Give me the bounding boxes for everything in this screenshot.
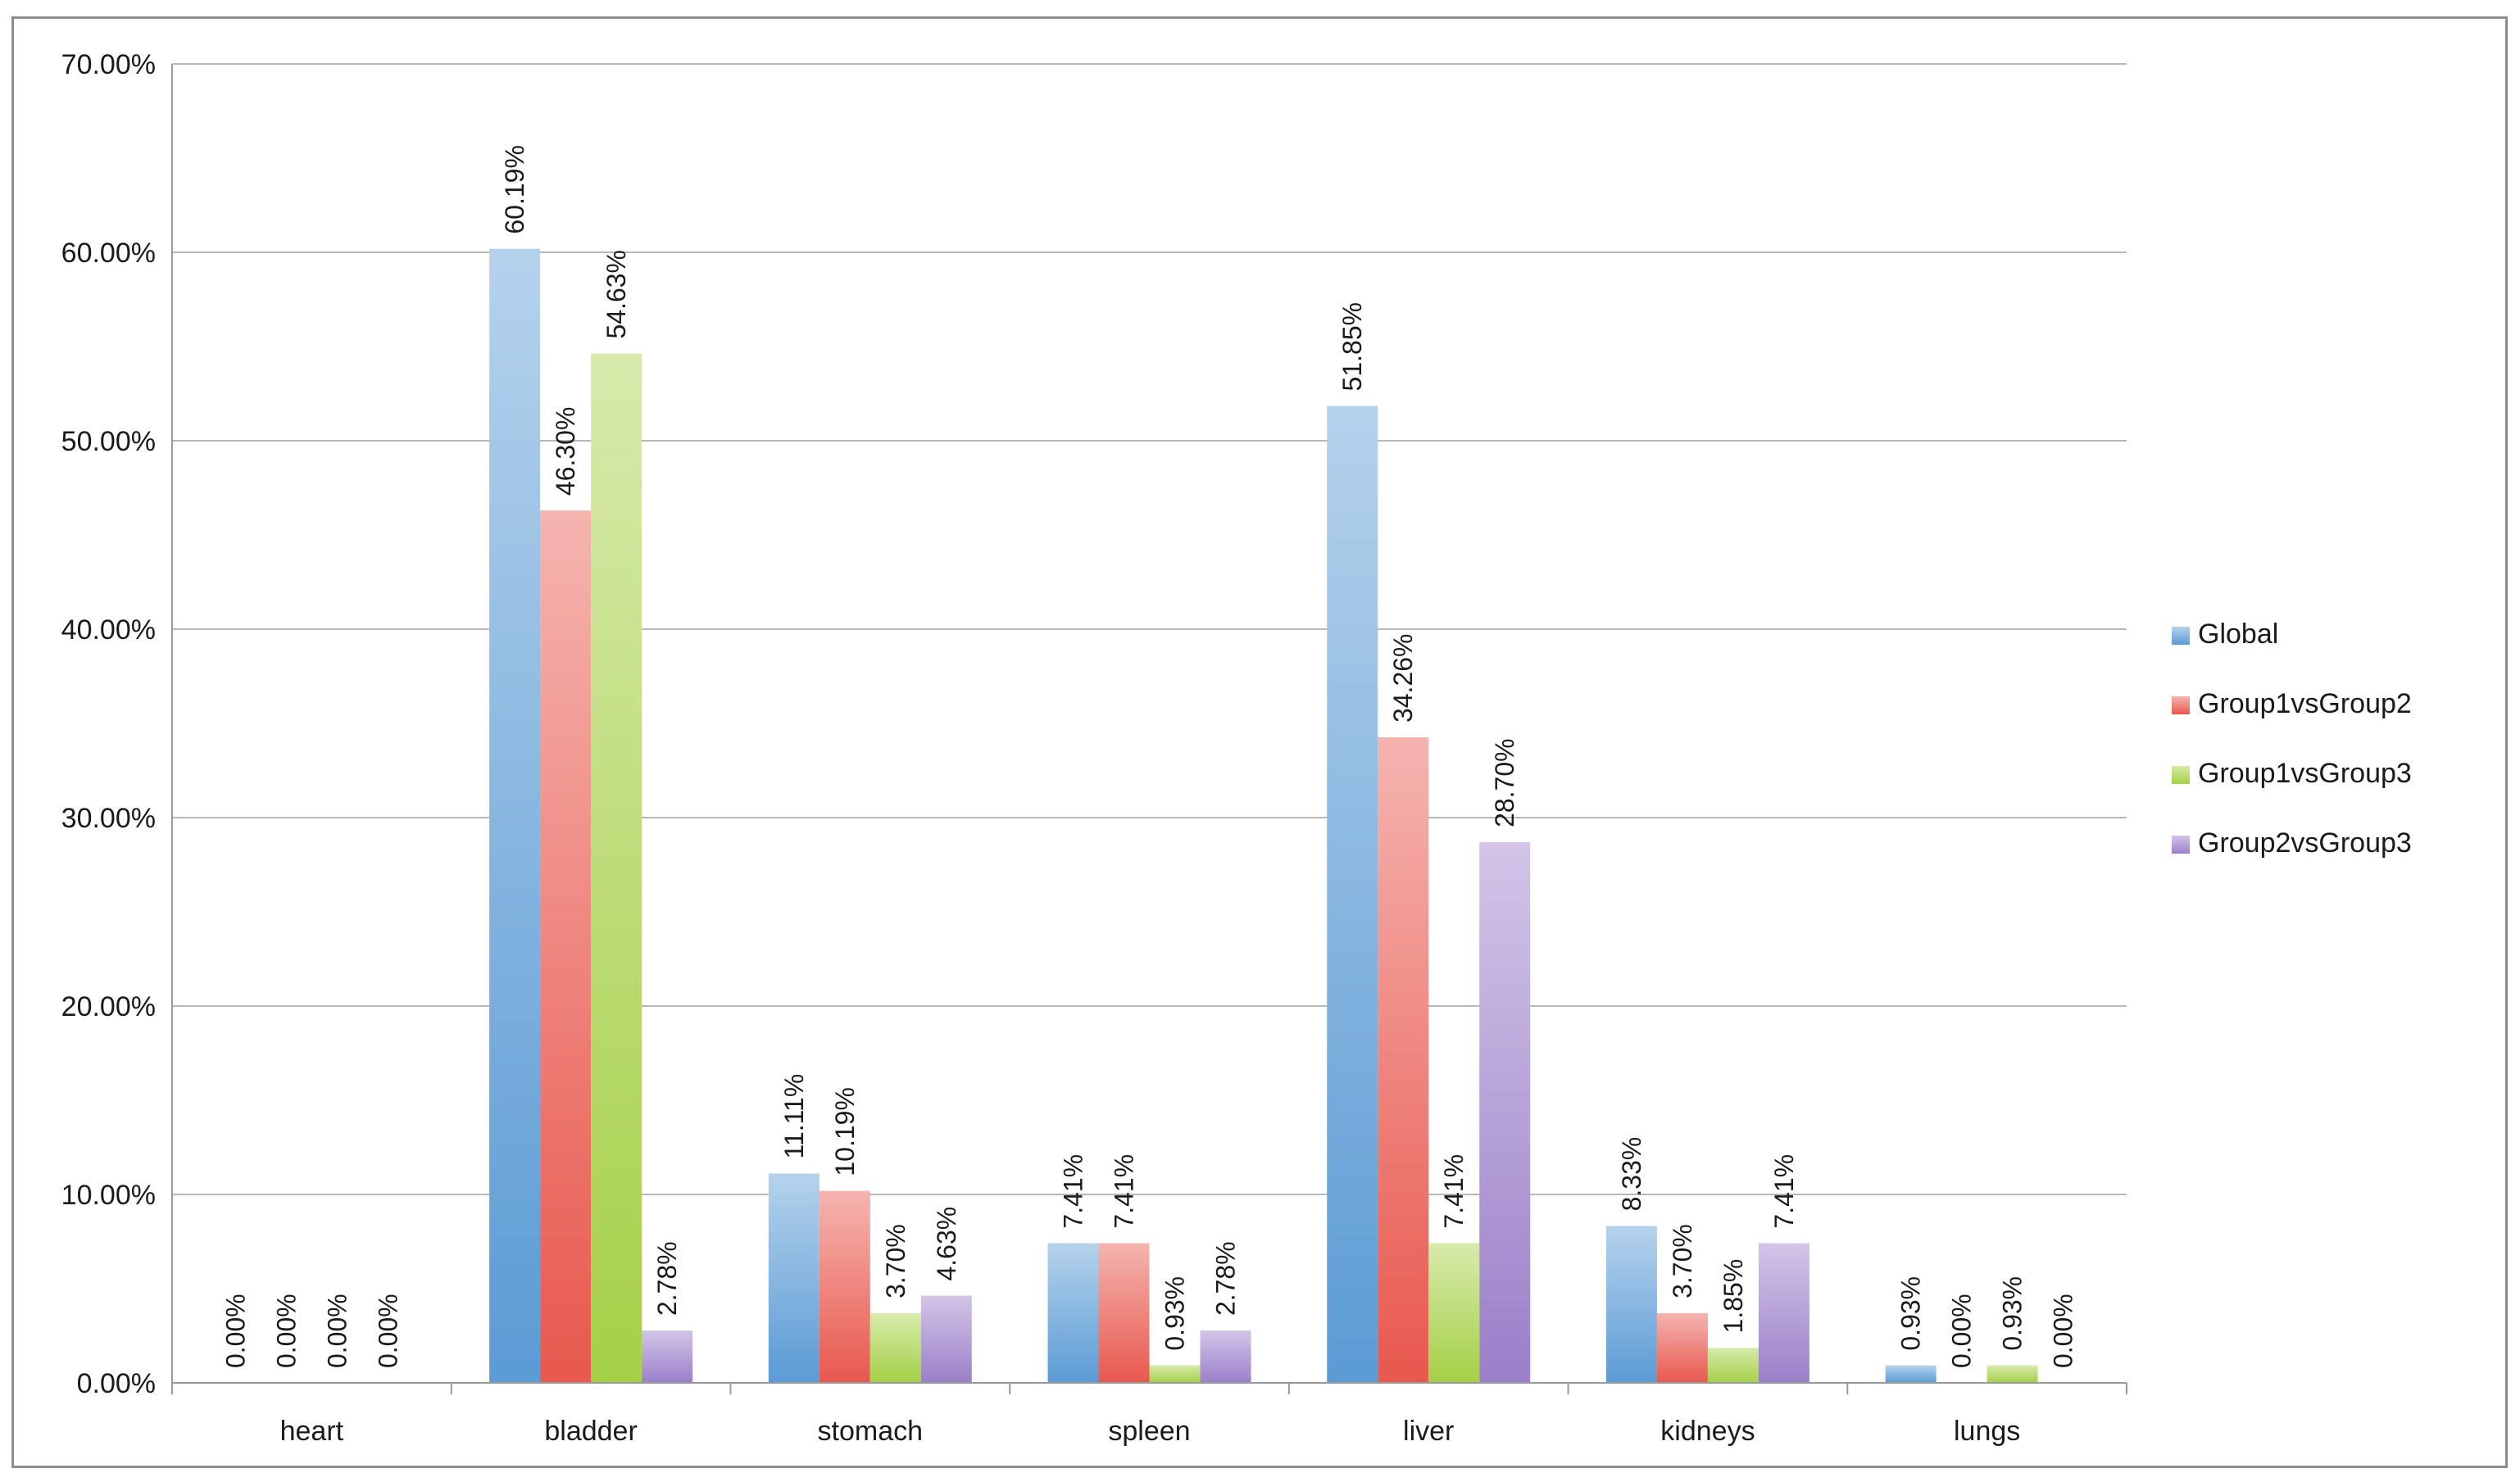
bar: [1605, 1226, 1657, 1383]
bar: [1327, 406, 1378, 1384]
bar: [489, 248, 541, 1383]
bar: [1200, 1330, 1251, 1383]
data-label: 1.85%: [1719, 1259, 1748, 1334]
data-label: 54.63%: [602, 250, 631, 339]
bars: [489, 248, 2038, 1384]
data-label: 10.19%: [830, 1087, 860, 1176]
y-tick-label: 40.00%: [61, 614, 156, 646]
bar: [1707, 1348, 1759, 1383]
legend-label: Group1vsGroup2: [2198, 688, 2412, 719]
data-label: 7.41%: [1110, 1154, 1139, 1229]
bar: [1885, 1365, 1937, 1383]
data-label: 51.85%: [1337, 302, 1367, 392]
legend-swatch: [2172, 836, 2190, 854]
data-label: 0.00%: [220, 1294, 250, 1368]
bar: [819, 1190, 870, 1383]
bar: [1047, 1243, 1099, 1383]
data-label: 0.00%: [1947, 1294, 1977, 1368]
data-label: 3.70%: [1668, 1224, 1697, 1298]
data-label: 0.93%: [1896, 1276, 1926, 1351]
data-label: 0.00%: [373, 1294, 402, 1368]
bar: [920, 1295, 972, 1383]
data-label: 2.78%: [1211, 1241, 1241, 1316]
data-label: 7.41%: [1059, 1154, 1088, 1229]
bar: [1656, 1312, 1708, 1383]
legend-swatch: [2172, 766, 2190, 784]
bar: [1428, 1243, 1480, 1383]
data-label: 46.30%: [551, 407, 580, 496]
bar: [1378, 737, 1429, 1383]
data-label: 11.11%: [779, 1074, 809, 1159]
legend-label: Group2vsGroup3: [2198, 827, 2412, 859]
data-label: 7.41%: [1769, 1154, 1799, 1229]
y-tick-label: 0.00%: [77, 1368, 156, 1399]
y-tick-label: 50.00%: [61, 426, 156, 457]
data-label: 0.00%: [271, 1294, 301, 1368]
y-tick-label: 60.00%: [61, 238, 156, 269]
legend: Global Group1vsGroup2 Group1vsGroup3 Group2…: [2172, 619, 2412, 859]
category-label: stomach: [818, 1416, 924, 1447]
y-tick-label: 10.00%: [61, 1180, 156, 1211]
bar: [1758, 1243, 1809, 1383]
bar: [768, 1173, 820, 1383]
bar: [1479, 841, 1531, 1383]
gridlines: [172, 63, 2127, 1384]
chart-frame: [11, 16, 2508, 1468]
category-label: lungs: [1954, 1416, 2020, 1447]
data-label: 2.78%: [652, 1241, 682, 1316]
category-label: heart: [280, 1416, 344, 1447]
bar: [591, 353, 642, 1383]
data-label: 0.00%: [2049, 1294, 2078, 1368]
bar: [1986, 1365, 2038, 1383]
category-label: bladder: [544, 1416, 637, 1447]
data-label: 34.26%: [1388, 633, 1418, 723]
data-labels: 0.00% 0.00% 0.00% 0.00% 60.19% 46.30% 54.63% 2.…: [220, 145, 2077, 1368]
data-label: 4.63%: [932, 1207, 961, 1281]
legend-label: Group1vsGroup3: [2198, 758, 2412, 789]
bar: [1098, 1243, 1150, 1383]
bar: [1149, 1365, 1201, 1383]
legend-label: Global: [2198, 619, 2278, 650]
y-tick-label: 20.00%: [61, 991, 156, 1022]
data-label: 8.33%: [1617, 1137, 1646, 1212]
bar: [540, 510, 592, 1383]
data-label: 0.00%: [322, 1294, 352, 1368]
data-label: 0.93%: [1160, 1276, 1190, 1351]
data-label: 3.70%: [881, 1224, 910, 1298]
data-label: 0.93%: [1998, 1276, 2027, 1351]
legend-swatch: [2172, 627, 2190, 645]
y-tick-label: 70.00%: [61, 49, 156, 80]
legend-swatch: [2172, 696, 2190, 714]
category-label: spleen: [1108, 1416, 1190, 1447]
data-label: 60.19%: [500, 145, 529, 234]
y-tick-label: 30.00%: [61, 803, 156, 834]
bar: [870, 1312, 921, 1383]
category-label: liver: [1403, 1416, 1454, 1447]
category-label: kidneys: [1660, 1416, 1755, 1447]
axes: 0.00% 10.00% 20.00% 30.00% 40.00% 50.00% 60.00…: [61, 49, 2127, 1447]
data-label: 7.41%: [1439, 1154, 1469, 1229]
bar: [642, 1330, 693, 1383]
data-label: 28.70%: [1490, 738, 1519, 827]
